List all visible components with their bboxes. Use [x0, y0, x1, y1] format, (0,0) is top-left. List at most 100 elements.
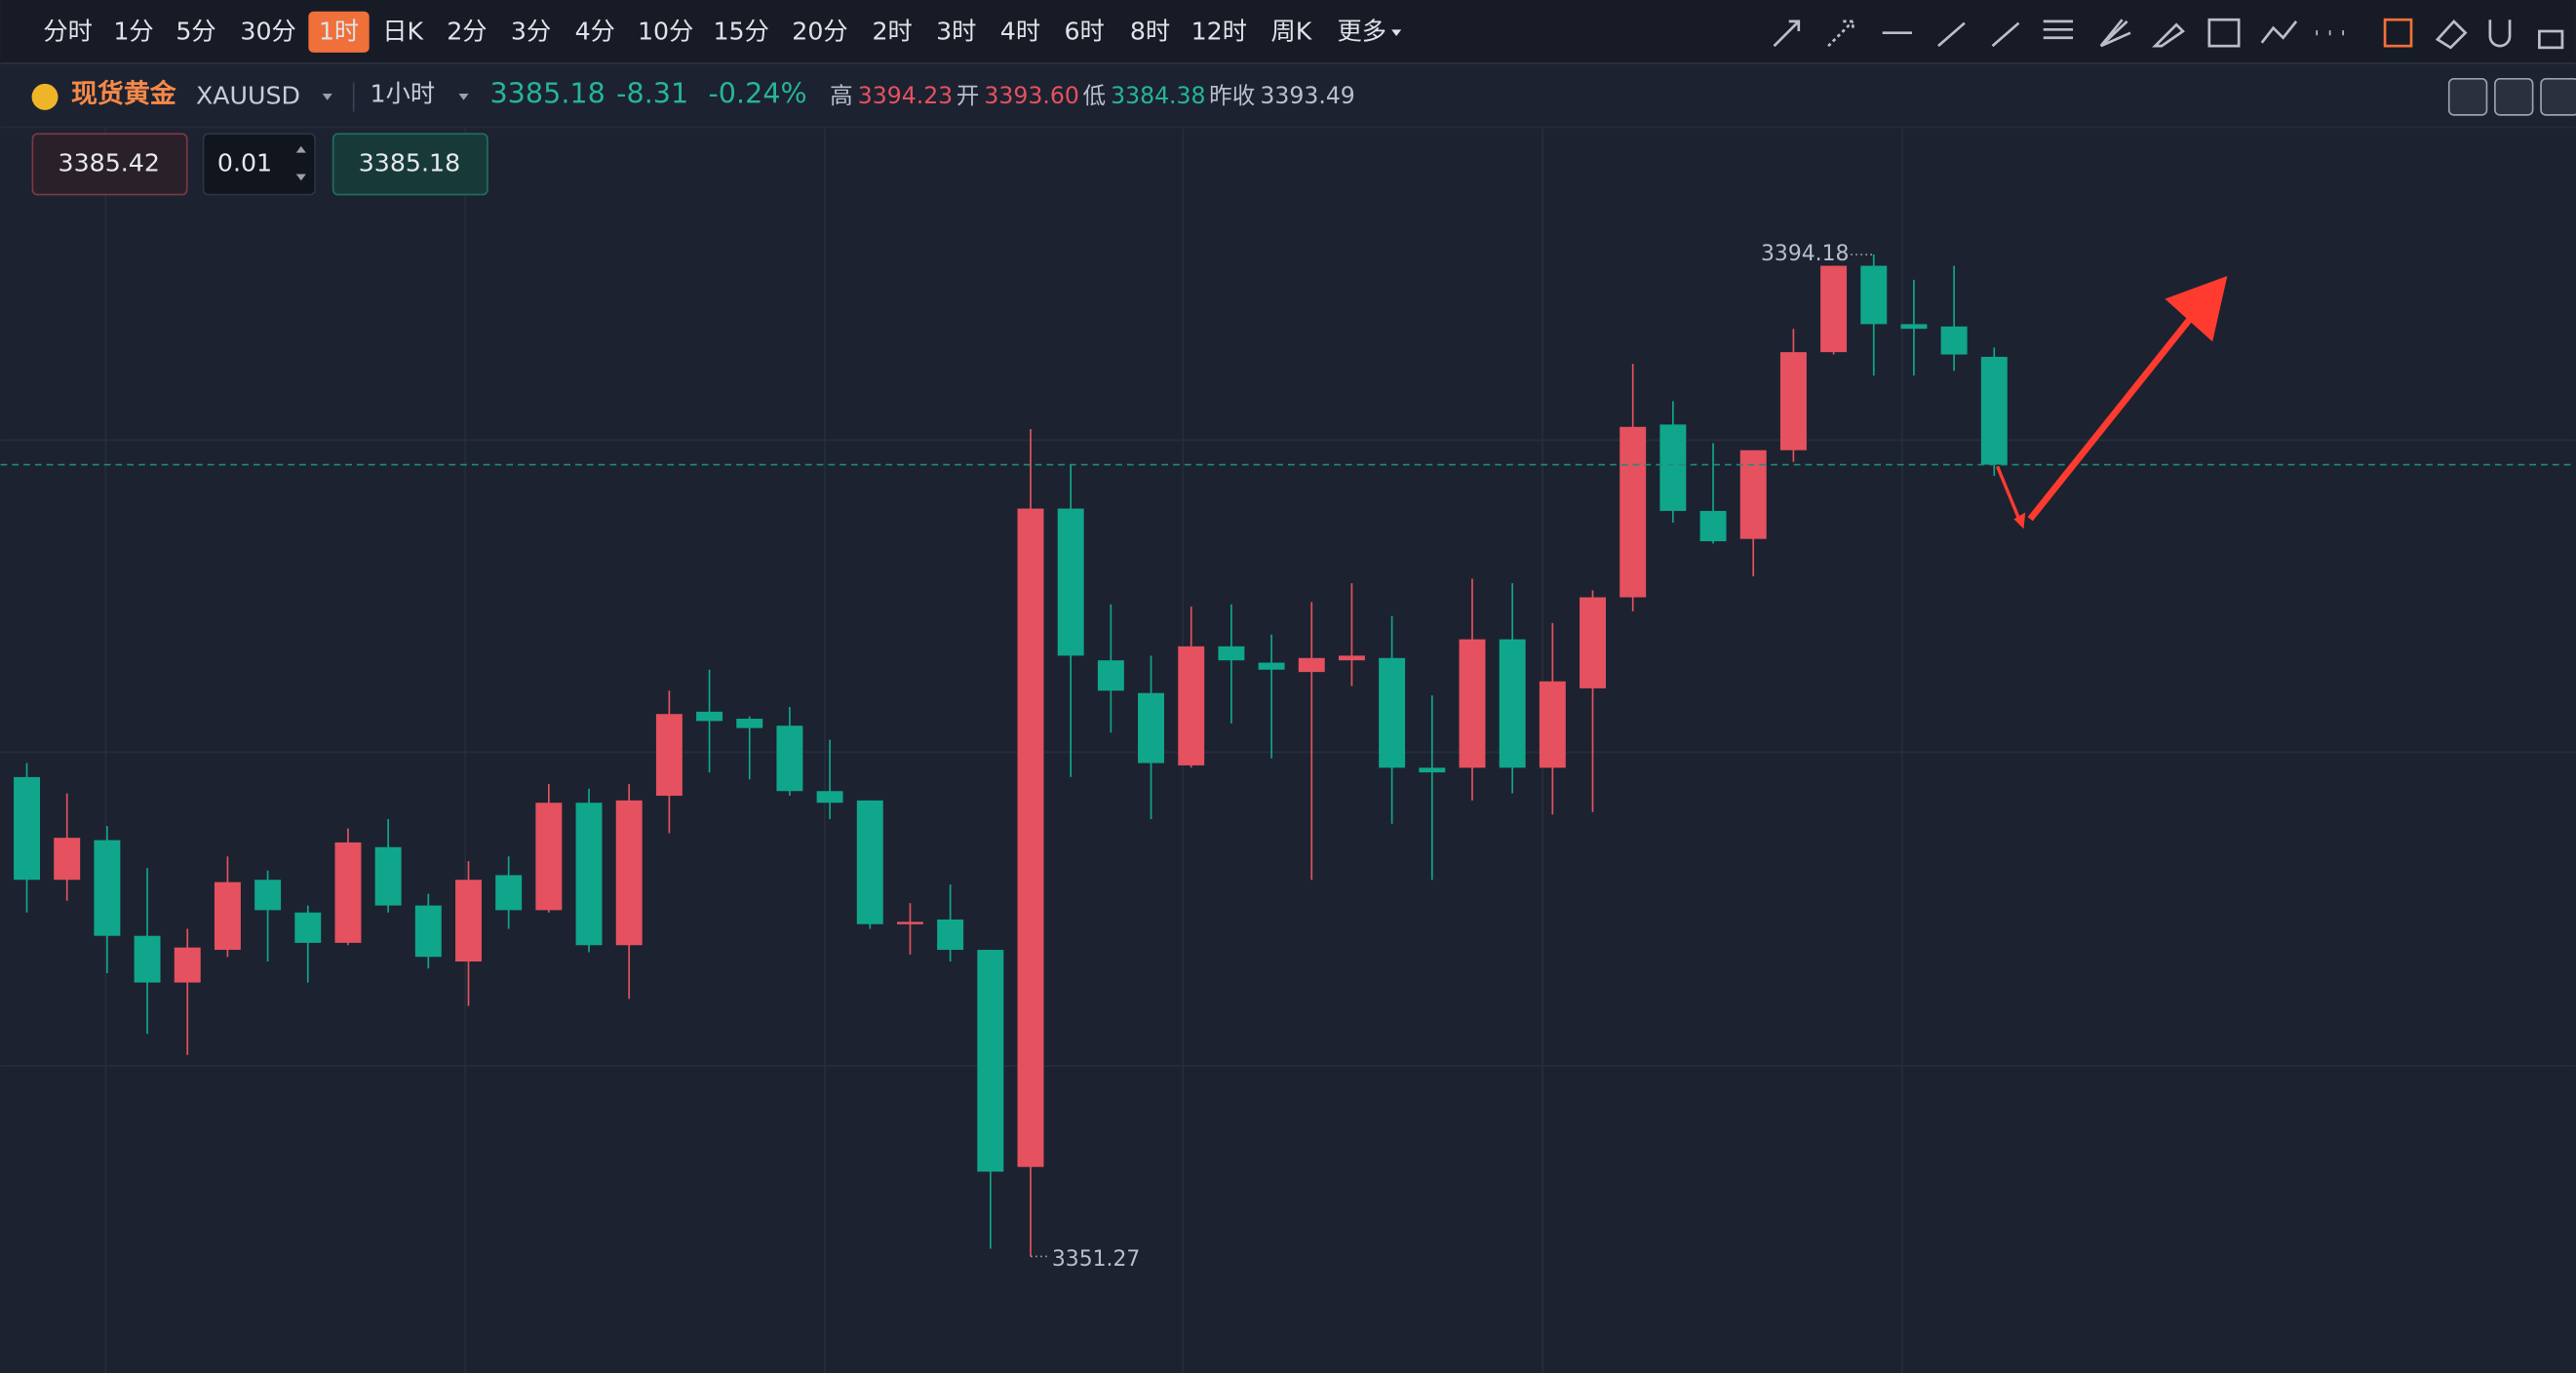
chart-tool[interactable] — [2540, 78, 2576, 116]
interval-tab[interactable]: 6时 — [1064, 18, 1104, 46]
candle-body — [977, 950, 1004, 1172]
candle-body — [615, 800, 643, 946]
candle-body — [856, 800, 883, 924]
interval-tab[interactable]: 10分 — [638, 18, 693, 46]
tool-edit[interactable] — [2383, 18, 2413, 48]
candle-body — [1659, 424, 1687, 511]
candle-body — [1298, 657, 1325, 673]
candles: 3394.18 3351.27 — [0, 242, 2576, 1272]
chart-tools — [2447, 78, 2576, 116]
candle-body — [1057, 508, 1084, 656]
candle-body — [896, 922, 923, 924]
candle-body — [14, 776, 40, 881]
candle-body — [816, 791, 843, 804]
candle-body — [1258, 662, 1285, 670]
active-interval-bg — [308, 11, 370, 53]
candle-body — [374, 846, 402, 906]
interval-tab[interactable]: 30分 — [240, 18, 295, 46]
symbol-name: 现货黄金 — [71, 78, 177, 109]
interval-tab[interactable]: 日K — [382, 18, 424, 46]
chart-tool[interactable] — [2447, 78, 2488, 116]
tool-magnet[interactable] — [2488, 20, 2512, 48]
toolbar — [0, 0, 2576, 62]
drawn-arrowhead — [2165, 275, 2228, 342]
interval-tab[interactable]: 8时 — [1130, 18, 1170, 46]
lots-input[interactable] — [202, 133, 316, 196]
tool-fib[interactable] — [2043, 20, 2074, 40]
high-label: 高 — [830, 82, 853, 109]
last-price: 3385.18 — [489, 77, 605, 110]
candle-body — [575, 803, 603, 946]
interval-tab[interactable]: 1时 — [319, 18, 359, 46]
candle-body — [134, 935, 161, 983]
tool-fan[interactable] — [2099, 19, 2131, 48]
interval-tab[interactable]: 2分 — [447, 18, 487, 46]
candle-body — [1379, 657, 1406, 768]
interval-tab[interactable]: 12时 — [1191, 18, 1247, 46]
candle-body — [1499, 639, 1526, 768]
candle-body — [1980, 356, 2008, 465]
candle-body — [1620, 426, 1647, 598]
lots-value: 0.01 — [217, 148, 272, 177]
tool-image[interactable] — [2207, 18, 2241, 48]
interval-tab[interactable]: 更多 — [1338, 18, 1387, 46]
tool-ray[interactable] — [1827, 20, 1854, 48]
interval-tab[interactable]: 4时 — [1000, 18, 1040, 46]
tool-pattern[interactable] — [2260, 20, 2298, 44]
interval-tab[interactable]: 5分 — [176, 18, 215, 46]
sell-button[interactable] — [31, 133, 188, 196]
tool-trend[interactable] — [1991, 21, 2020, 48]
candle-body — [696, 711, 723, 722]
candle-body — [736, 719, 763, 728]
candle-body — [1338, 655, 1365, 661]
interval-tab[interactable]: 15分 — [713, 18, 768, 46]
interval-tab[interactable]: 2时 — [872, 18, 912, 46]
candle-body — [1779, 352, 1807, 451]
candle-body — [1017, 508, 1044, 1167]
sell-price: 3385.42 — [59, 148, 160, 177]
tool-segment[interactable] — [1937, 21, 1966, 48]
price-change-pct: -0.24% — [708, 77, 806, 110]
buy-price: 3385.18 — [359, 148, 460, 177]
interval-tab[interactable]: 20分 — [792, 18, 847, 46]
interval-tab[interactable]: 3分 — [511, 18, 551, 46]
candle-body — [54, 838, 81, 881]
candle-body — [1178, 646, 1205, 765]
symbol-code[interactable]: XAUUSD — [196, 81, 300, 109]
open-label: 开 — [956, 82, 980, 109]
tool-eraser[interactable] — [2435, 19, 2468, 50]
candle-body — [455, 880, 482, 962]
period[interactable]: 1小时 — [371, 80, 436, 108]
candle-body — [294, 912, 322, 943]
drawn-line — [1996, 465, 2022, 524]
candle-body — [1699, 510, 1727, 542]
tool-lock[interactable] — [2538, 29, 2564, 50]
drawing-tools — [1773, 18, 2564, 50]
tool-pen[interactable] — [2152, 22, 2185, 48]
interval-tab[interactable]: 分时 — [43, 18, 92, 46]
candle-body — [495, 875, 523, 911]
buy-button[interactable] — [332, 133, 488, 196]
dropdown-caret — [458, 94, 469, 100]
chart-tool[interactable] — [2494, 78, 2534, 116]
candle-body — [535, 803, 563, 911]
symbol-icon — [31, 83, 59, 110]
tool-arrow[interactable] — [1773, 20, 1801, 48]
candle-body — [1097, 660, 1124, 691]
candle-body — [334, 842, 362, 943]
candle-body — [1580, 597, 1606, 688]
candle-body — [1459, 639, 1486, 768]
interval-tab[interactable]: 1分 — [113, 18, 153, 46]
dropdown-caret — [322, 94, 332, 100]
candle-body — [776, 726, 803, 792]
interval-tab[interactable]: 周K — [1270, 18, 1312, 46]
interval-tab[interactable]: 3时 — [936, 18, 976, 46]
candle-body — [1218, 646, 1245, 661]
candle-body — [1940, 326, 1968, 355]
candle-body — [1860, 265, 1888, 325]
candle-body — [414, 905, 442, 958]
interval-tab[interactable]: 4分 — [575, 18, 615, 46]
